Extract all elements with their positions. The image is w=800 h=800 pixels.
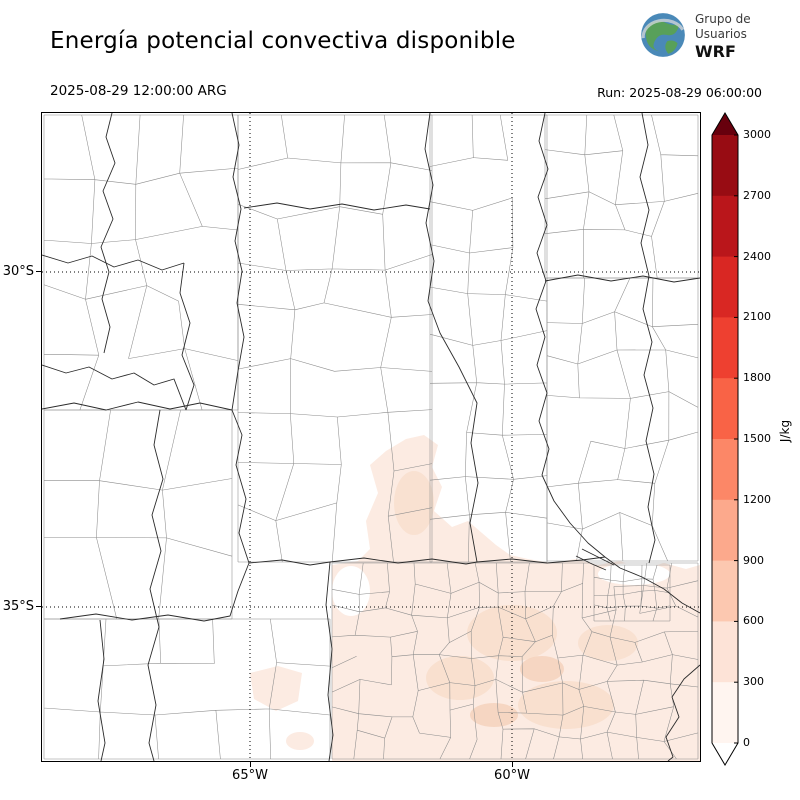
colorbar-tick-label: 2700	[743, 188, 771, 202]
colorbar-tick-label: 0	[743, 736, 750, 749]
valid-time-label: 2025-08-29 12:00:00 ARG	[50, 83, 227, 99]
wrf-logo: Grupo de Usuarios WRF	[638, 10, 751, 64]
colorbar-tick-label: 3000	[743, 128, 771, 141]
logo-text: Grupo de Usuarios WRF	[695, 12, 751, 62]
province-borders-layer	[42, 113, 700, 761]
colorbar-tick-label: 600	[743, 614, 764, 628]
colorbar-tick-label: 2400	[743, 249, 771, 263]
colorbar-tick-label: 1200	[743, 492, 771, 506]
ytick-mark-30s	[36, 271, 41, 272]
map-canvas	[42, 113, 700, 761]
colorbar-tick-label: 1500	[743, 432, 771, 445]
colorbar-tick-label: 300	[743, 675, 764, 689]
run-time-label: Run: 2025-08-29 06:00:00	[597, 85, 762, 100]
logo-line-wrf: WRF	[695, 42, 736, 61]
globe-icon	[638, 10, 688, 64]
page-title: Energía potencial convectiva disponible	[50, 28, 516, 54]
colorbar-tick-label: 2100	[743, 310, 771, 324]
gridlines-layer	[42, 113, 700, 761]
ytick-label-35s: 35°S	[2, 599, 34, 614]
xtick-mark-65w	[250, 762, 251, 767]
department-boundaries-layer	[43, 114, 699, 760]
cape-shading-layer	[250, 435, 700, 761]
colorbar-scale	[711, 112, 739, 766]
logo-line-2: Usuarios	[695, 27, 747, 41]
colorbar-tick-label: 900	[743, 553, 764, 567]
map-frame	[41, 112, 701, 762]
colorbar-tick-label: 1800	[743, 371, 771, 385]
colorbar-unit-label: J/kg	[778, 419, 792, 443]
colorbar	[711, 112, 739, 766]
xtick-mark-60w	[512, 762, 513, 767]
ytick-label-30s: 30°S	[2, 264, 34, 279]
xtick-label-60w: 60°W	[494, 768, 530, 783]
xtick-label-65w: 65°W	[232, 768, 268, 783]
logo-line-1: Grupo de	[695, 12, 751, 26]
ytick-mark-35s	[36, 606, 41, 607]
